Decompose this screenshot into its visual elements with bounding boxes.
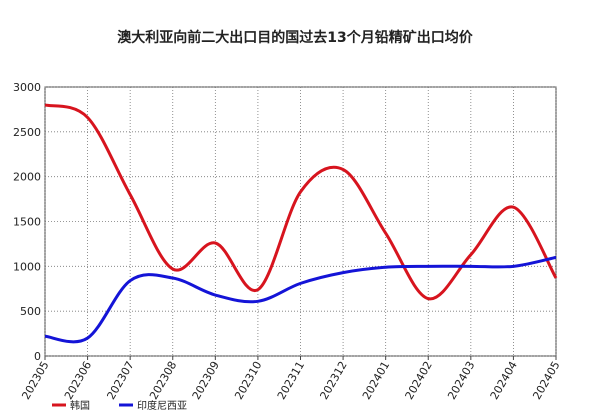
y-tick-label: 500 — [20, 305, 41, 318]
chart-title: 澳大利亚向前二大出口目的国过去13个月铅精矿出口均价 — [117, 29, 473, 46]
legend-label: 韩国 — [70, 399, 90, 412]
x-tick-label: 202312 — [317, 359, 349, 402]
y-tick-label: 2000 — [13, 171, 41, 184]
y-tick-label: 2500 — [13, 126, 41, 139]
series-line — [44, 103, 558, 301]
x-tick-label: 202305 — [19, 359, 51, 402]
x-tick-label: 202405 — [530, 359, 562, 402]
series-line — [44, 255, 557, 344]
x-tick-label: 202308 — [147, 359, 179, 402]
x-tick-label: 202307 — [105, 359, 137, 402]
x-tick-label: 202402 — [403, 359, 435, 402]
x-tick-label: 202309 — [190, 359, 222, 402]
y-tick-label: 3000 — [13, 81, 41, 94]
y-tick-label: 1500 — [13, 216, 41, 229]
y-tick-label: 0 — [34, 350, 41, 363]
x-tick-label: 202310 — [232, 359, 264, 402]
x-tick-label: 202311 — [275, 359, 307, 402]
legend-label: 印度尼西亚 — [137, 399, 187, 412]
x-tick-label: 202403 — [445, 359, 477, 402]
y-tick-label: 1000 — [13, 260, 41, 273]
x-tick-label: 202401 — [360, 359, 392, 402]
x-tick-label: 202404 — [488, 359, 520, 402]
x-tick-label: 202306 — [62, 359, 94, 402]
